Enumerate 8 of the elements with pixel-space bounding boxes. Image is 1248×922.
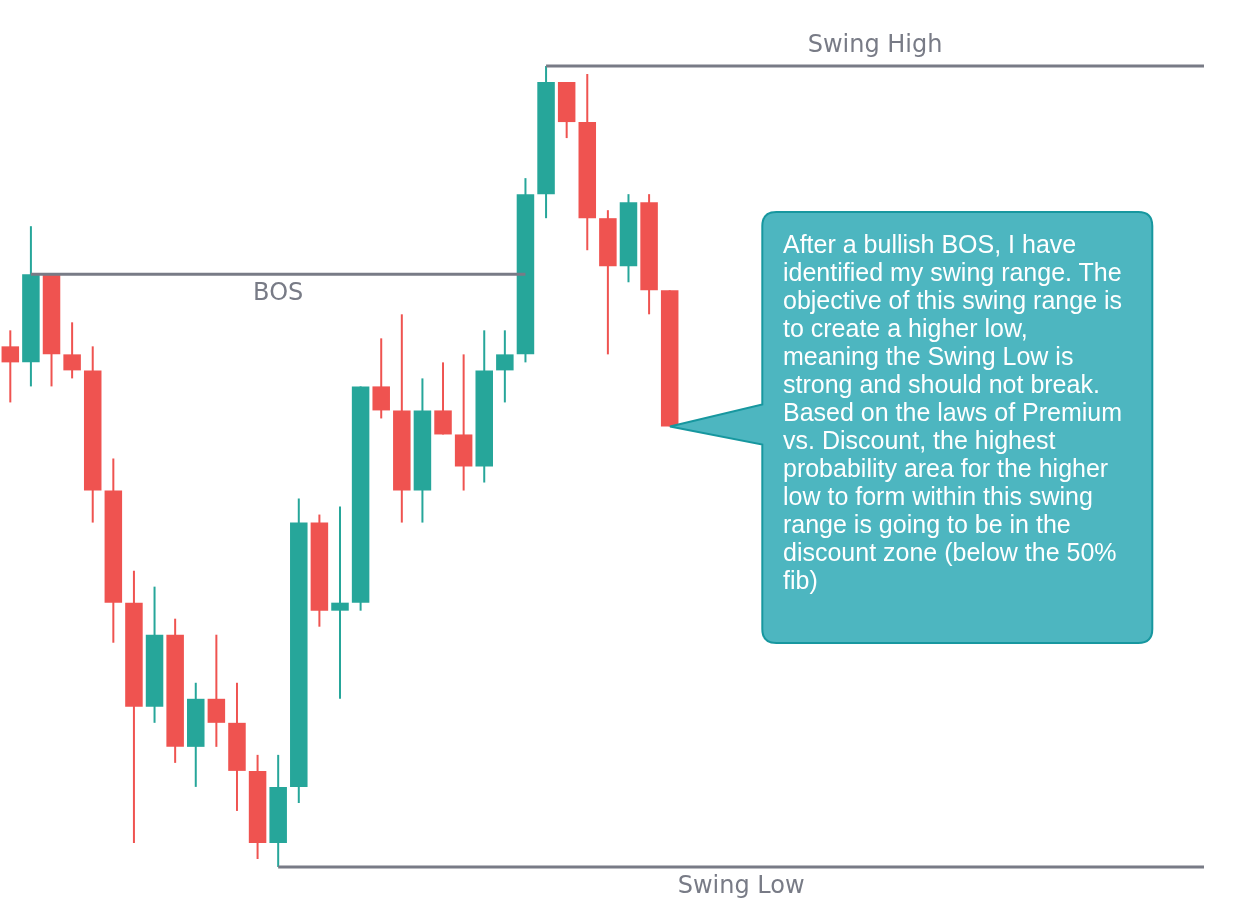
candlestick <box>63 321 81 380</box>
ref-line-label: Swing High <box>807 30 943 59</box>
ref-line-label: BOS <box>253 278 304 307</box>
speech-bubble: After a bullish BOS, I have identified my swing range. The objective of this swing range is to create a higher low, meaning the Swing Low is strong and should not break. Based on the laws of Premium vs. Discount, the highest probability area for the higher low to form within this swing range is going to be in the discount zone (below the 50% fib) <box>669 212 1152 643</box>
candlestick <box>331 505 349 700</box>
candlestick <box>496 329 514 404</box>
ref-line-label: Swing Low <box>677 871 805 900</box>
candlestick <box>1 329 20 404</box>
